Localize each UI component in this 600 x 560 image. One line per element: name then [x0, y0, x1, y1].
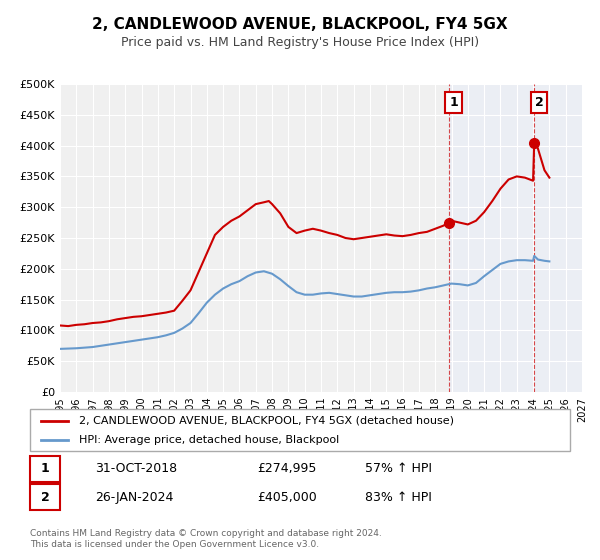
Text: 1: 1: [449, 96, 458, 109]
Text: 83% ↑ HPI: 83% ↑ HPI: [365, 491, 431, 503]
Text: 2: 2: [41, 491, 49, 503]
Text: 2: 2: [535, 96, 544, 109]
FancyBboxPatch shape: [30, 456, 60, 482]
Text: £274,995: £274,995: [257, 463, 316, 475]
FancyBboxPatch shape: [30, 484, 60, 510]
Text: 26-JAN-2024: 26-JAN-2024: [95, 491, 173, 503]
Text: 2, CANDLEWOOD AVENUE, BLACKPOOL, FY4 5GX: 2, CANDLEWOOD AVENUE, BLACKPOOL, FY4 5GX: [92, 17, 508, 32]
Text: 2, CANDLEWOOD AVENUE, BLACKPOOL, FY4 5GX (detached house): 2, CANDLEWOOD AVENUE, BLACKPOOL, FY4 5GX…: [79, 416, 454, 426]
Text: Contains HM Land Registry data © Crown copyright and database right 2024.
This d: Contains HM Land Registry data © Crown c…: [30, 529, 382, 549]
Text: 31-OCT-2018: 31-OCT-2018: [95, 463, 177, 475]
Bar: [449, 84, 582, 392]
Text: 57% ↑ HPI: 57% ↑ HPI: [365, 463, 432, 475]
Text: £405,000: £405,000: [257, 491, 317, 503]
Text: HPI: Average price, detached house, Blackpool: HPI: Average price, detached house, Blac…: [79, 435, 339, 445]
FancyBboxPatch shape: [30, 409, 570, 451]
Text: 1: 1: [41, 463, 49, 475]
Text: Price paid vs. HM Land Registry's House Price Index (HPI): Price paid vs. HM Land Registry's House …: [121, 36, 479, 49]
